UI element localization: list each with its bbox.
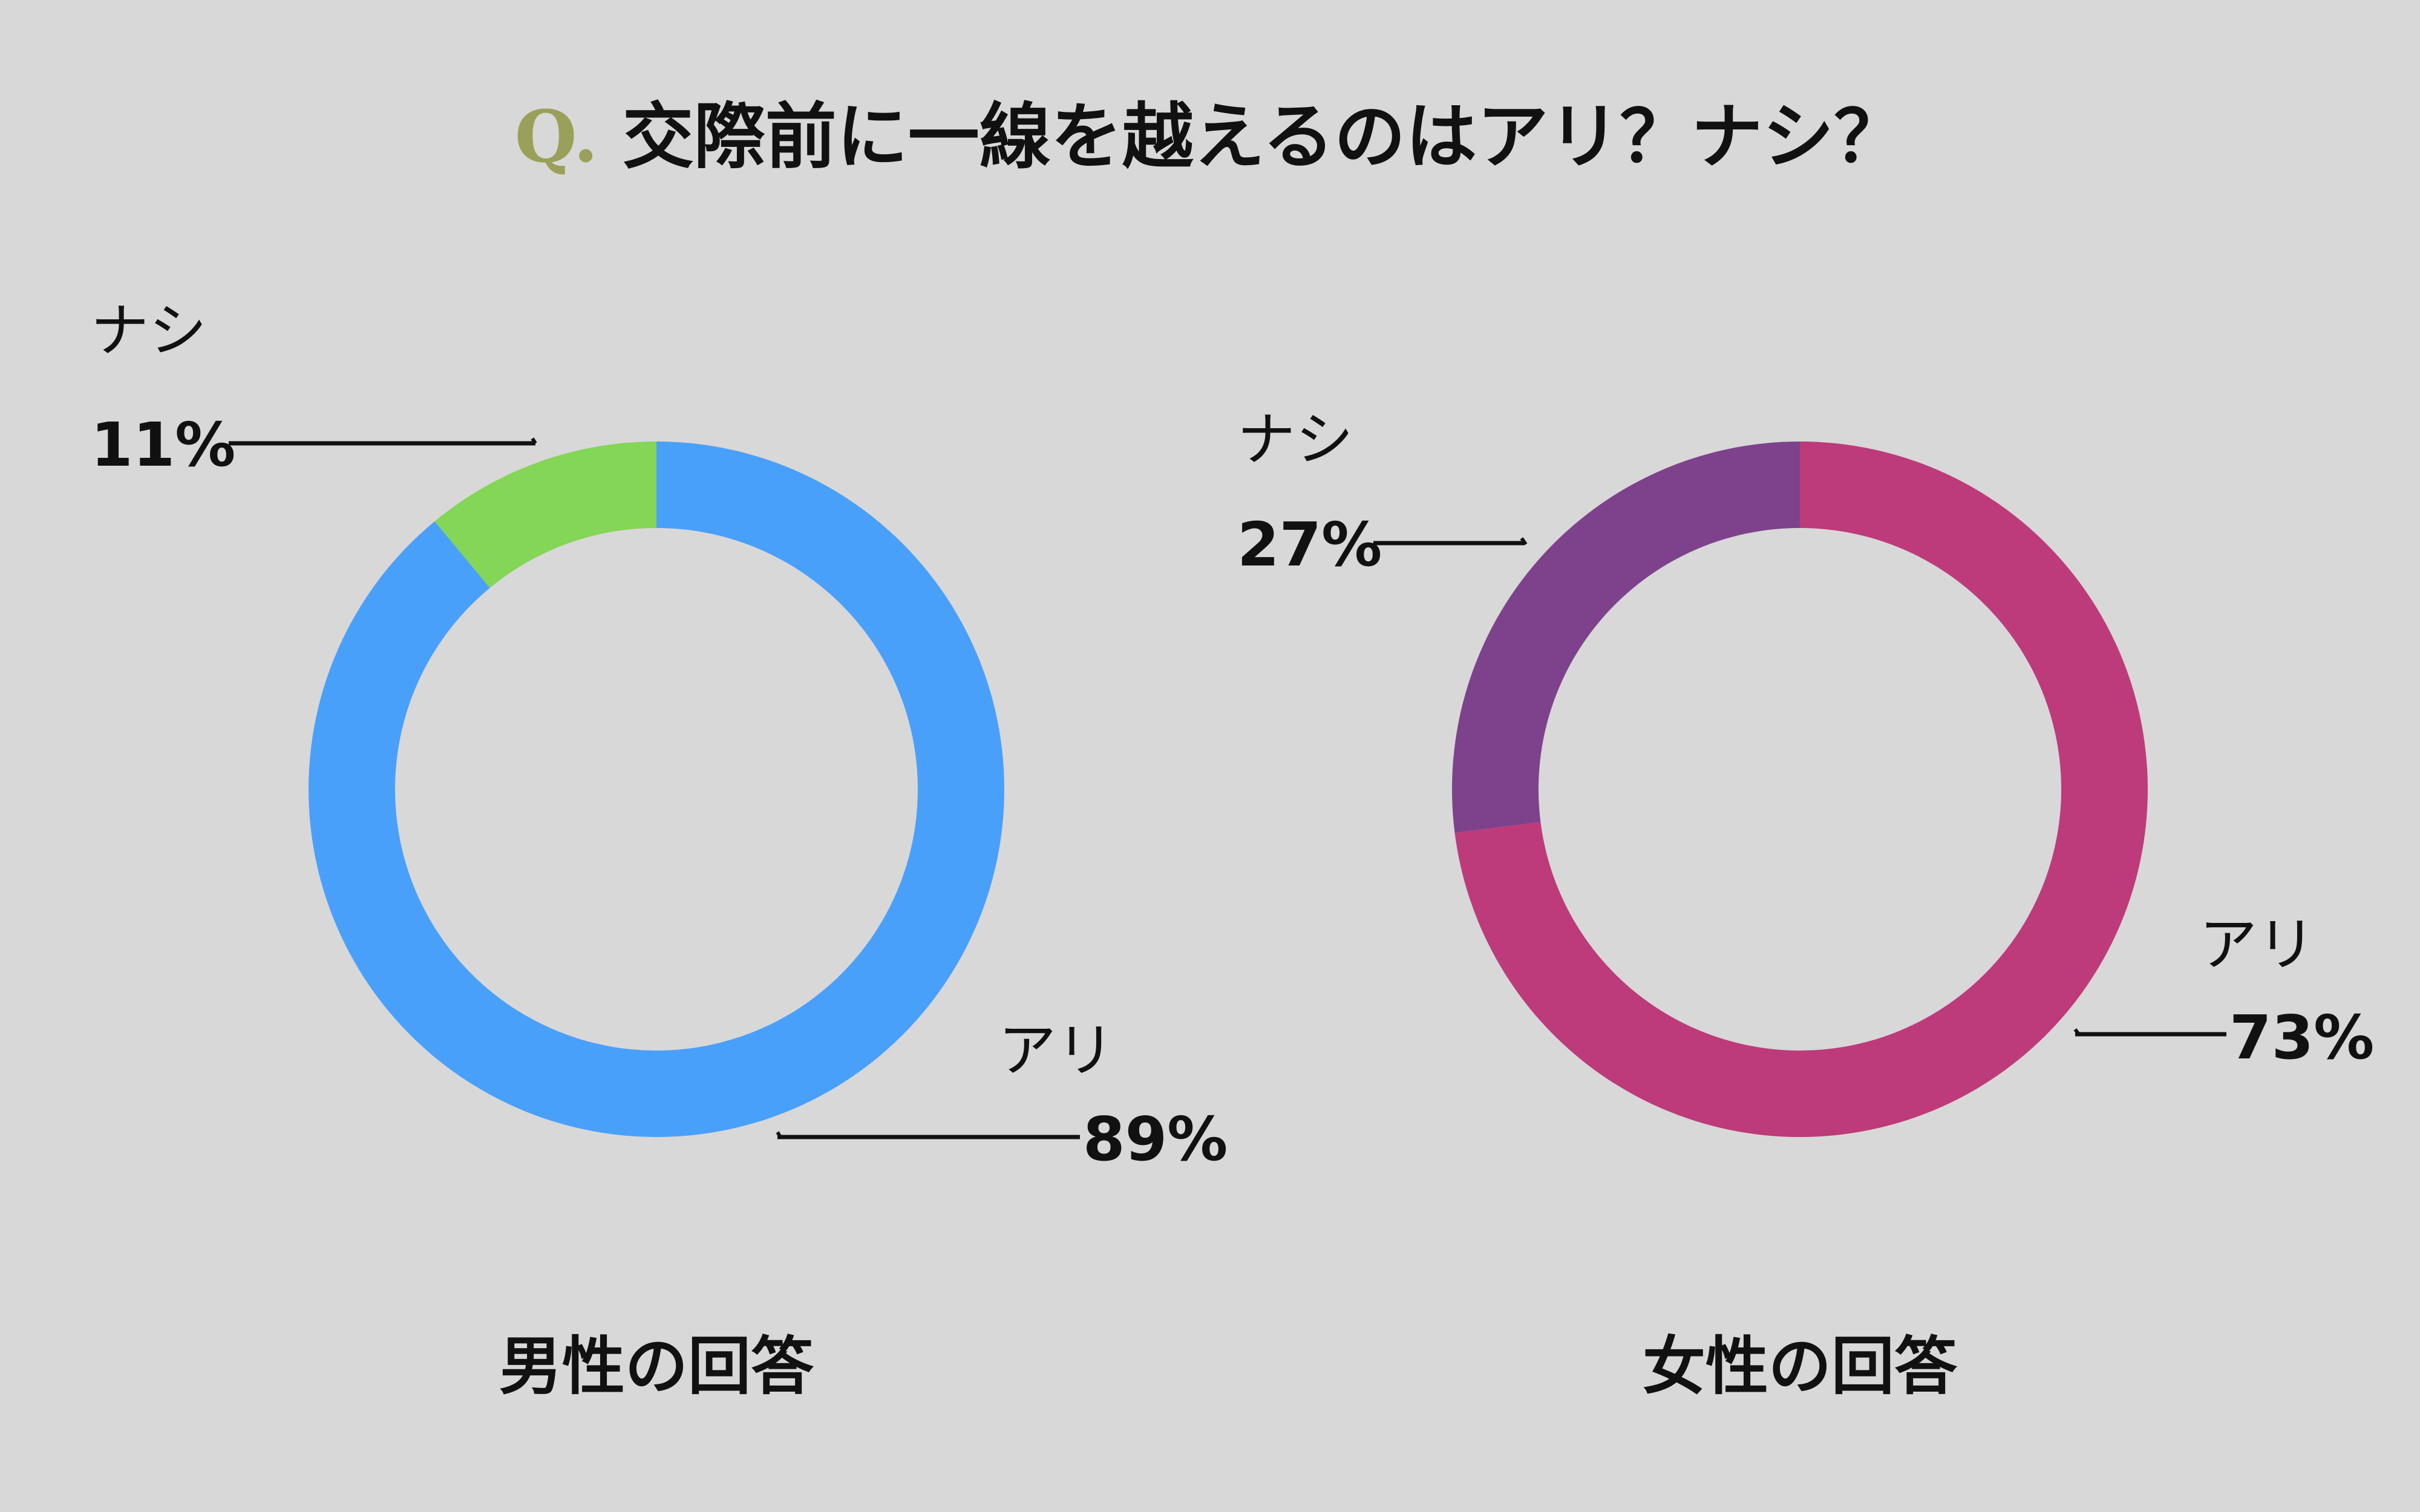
female-nashi-label: ナシ [1237, 406, 1353, 474]
female-chart-caption: 女性の回答 [1643, 1329, 1958, 1403]
male-ari-slice [309, 442, 1005, 1137]
male-ari-value-label: 89% [1083, 1104, 1228, 1175]
female-donut-chart: ナシ 27% アリ 73% 女性の回答 [1237, 406, 2374, 1403]
female-nashi-leader-tick [1520, 537, 1528, 546]
male-nashi-slice [434, 442, 656, 588]
male-ari-label: アリ [998, 1017, 1114, 1084]
page-title: Q. 交際前に一線を越えるのはアリ？ナシ？ [0, 79, 2420, 182]
female-ari-leader-tick [2073, 1028, 2081, 1035]
male-ari-leader-tick [776, 1131, 782, 1138]
female-nashi-slice [1452, 442, 1800, 833]
question-mark-label: Q. [514, 94, 598, 178]
female-ari-label: アリ [2199, 911, 2315, 979]
male-chart-caption: 男性の回答 [499, 1329, 814, 1403]
male-nashi-leader-tick [531, 437, 537, 445]
male-donut-chart: ナシ 11% アリ 89% 男性の回答 [91, 297, 1228, 1403]
question-text: 交際前に一線を越えるのはアリ？ナシ？ [622, 95, 1906, 178]
male-nashi-value-label: 11% [91, 409, 235, 480]
male-nashi-label: ナシ [91, 297, 207, 365]
female-ari-value-label: 73% [2229, 1002, 2374, 1073]
female-nashi-value-label: 27% [1237, 509, 1382, 580]
